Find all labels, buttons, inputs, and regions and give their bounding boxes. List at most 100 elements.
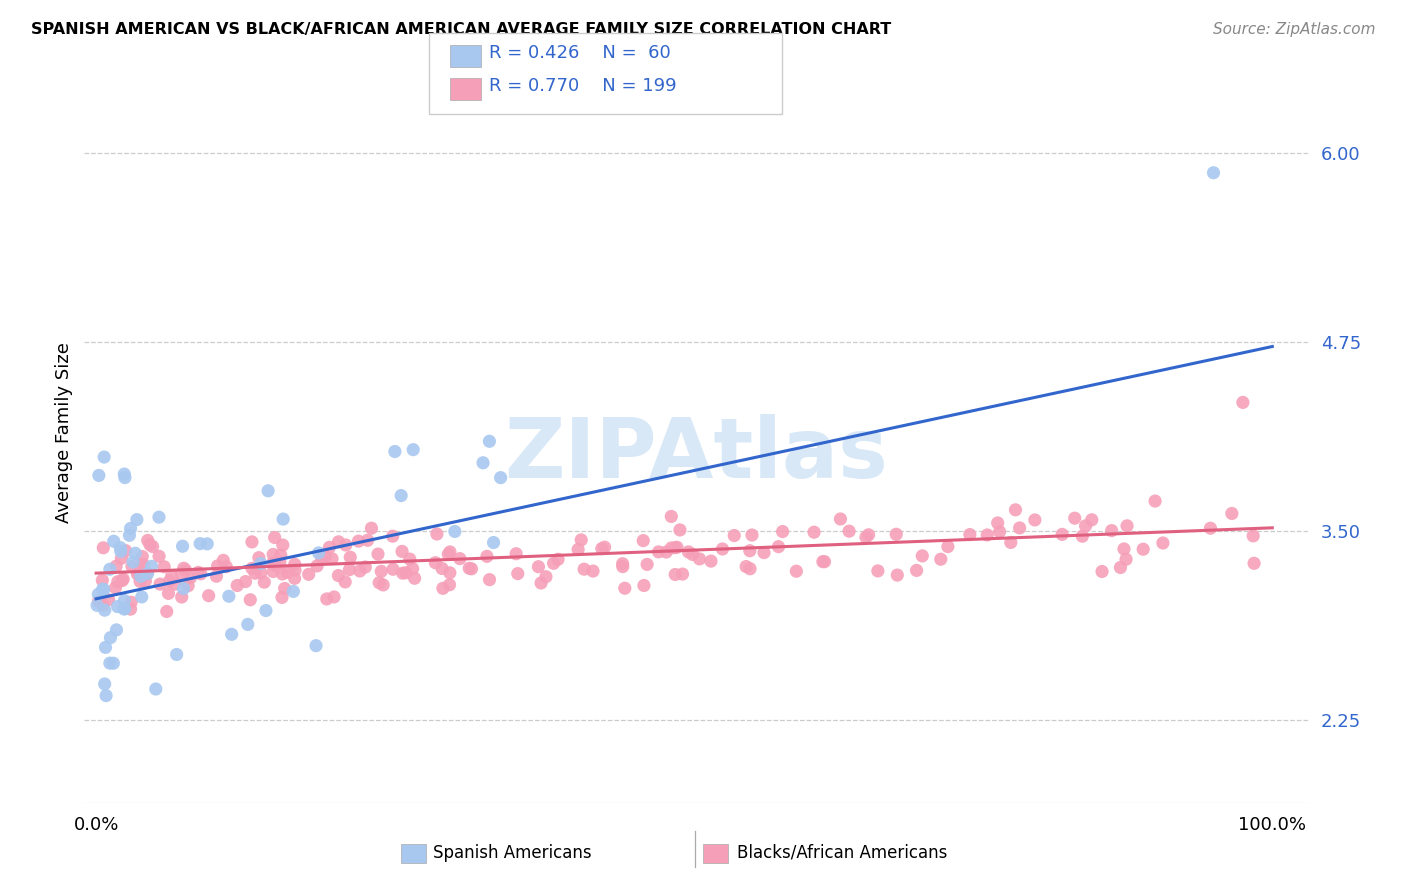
Point <box>1101 524 1123 538</box>
Point <box>112 593 135 607</box>
Point <box>478 434 501 449</box>
Point <box>93 677 115 691</box>
Point <box>360 521 382 535</box>
Point <box>318 541 340 555</box>
Point <box>1152 536 1174 550</box>
Point <box>86 599 108 613</box>
Point <box>307 558 329 573</box>
Point <box>269 555 291 569</box>
Point <box>475 549 498 564</box>
Point <box>243 566 266 581</box>
Point <box>187 566 209 580</box>
Point <box>218 589 240 603</box>
Point <box>647 545 669 559</box>
Point <box>215 559 238 574</box>
Point <box>1074 519 1097 533</box>
Point <box>437 547 460 561</box>
Point <box>929 552 952 566</box>
Point <box>569 533 592 547</box>
Point <box>205 569 228 583</box>
Point <box>572 562 595 576</box>
Point <box>543 557 565 571</box>
Point <box>1081 513 1104 527</box>
Point <box>655 545 678 559</box>
Point <box>148 549 170 564</box>
Point <box>959 527 981 541</box>
Point <box>163 577 186 591</box>
Point <box>1243 556 1265 570</box>
Point <box>97 592 120 607</box>
Point <box>489 470 512 484</box>
Point <box>98 562 121 576</box>
Point <box>135 567 157 582</box>
Point <box>112 572 135 586</box>
Text: R = 0.426    N =  60: R = 0.426 N = 60 <box>489 44 671 62</box>
Point <box>93 582 115 597</box>
Point <box>593 540 616 554</box>
Point <box>271 566 294 581</box>
Point <box>855 530 877 544</box>
Point <box>125 513 148 527</box>
Point <box>141 559 163 574</box>
Point <box>582 564 605 578</box>
Point <box>105 559 128 574</box>
Point <box>173 561 195 575</box>
Point <box>283 584 305 599</box>
Point <box>136 566 159 581</box>
Point <box>389 489 412 503</box>
Point <box>356 533 378 548</box>
Point <box>114 602 136 616</box>
Point <box>633 533 655 548</box>
Point <box>87 468 110 483</box>
Point <box>811 555 834 569</box>
Text: ZIPAtlas: ZIPAtlas <box>503 414 889 495</box>
Point <box>425 556 447 570</box>
Text: R = 0.770    N = 199: R = 0.770 N = 199 <box>489 77 676 95</box>
Point <box>139 538 162 552</box>
Point <box>174 563 197 577</box>
Point <box>402 442 425 457</box>
Point <box>179 571 201 585</box>
Point <box>449 551 471 566</box>
Point <box>122 555 145 569</box>
Point <box>1091 565 1114 579</box>
Point <box>530 576 553 591</box>
Point <box>368 575 391 590</box>
Point <box>738 543 761 558</box>
Point <box>235 574 257 589</box>
Point <box>114 543 136 558</box>
Point <box>741 528 763 542</box>
Point <box>321 551 343 566</box>
Point <box>370 564 392 578</box>
Point <box>636 558 658 572</box>
Point <box>212 553 235 567</box>
Point <box>207 558 229 573</box>
Point <box>884 527 907 541</box>
Point <box>752 546 775 560</box>
Point <box>112 602 135 616</box>
Point <box>1008 521 1031 535</box>
Point <box>98 656 121 670</box>
Point <box>1202 166 1225 180</box>
Point <box>567 542 589 557</box>
Point <box>886 568 908 582</box>
Point <box>93 582 115 597</box>
Point <box>188 536 211 550</box>
Point <box>936 540 959 554</box>
Point <box>711 541 734 556</box>
Point <box>129 574 152 589</box>
Point <box>349 564 371 578</box>
Point <box>134 574 156 588</box>
Point <box>1071 529 1094 543</box>
Point <box>700 554 723 568</box>
Point <box>284 563 307 577</box>
Point <box>131 549 153 564</box>
Point <box>128 566 150 580</box>
Point <box>772 524 794 539</box>
Point <box>335 538 357 552</box>
Point <box>395 566 418 580</box>
Point <box>723 528 745 542</box>
Point <box>127 567 149 582</box>
Point <box>1050 527 1073 541</box>
Point <box>482 535 505 549</box>
